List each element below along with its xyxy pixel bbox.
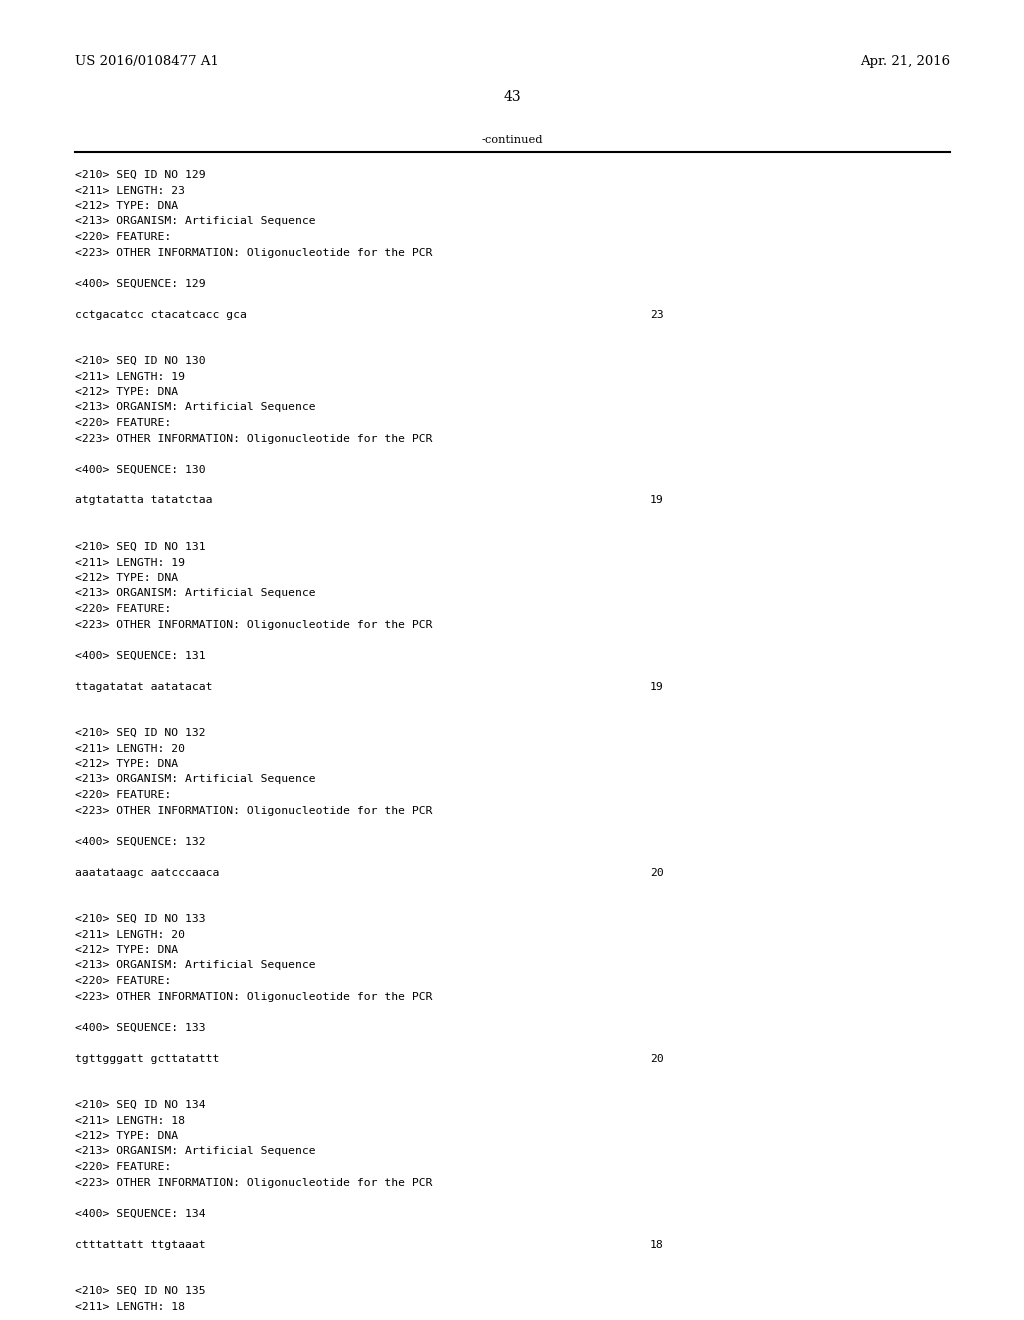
Text: <210> SEQ ID NO 133: <210> SEQ ID NO 133 [75, 913, 206, 924]
Text: US 2016/0108477 A1: US 2016/0108477 A1 [75, 55, 219, 69]
Text: <212> TYPE: DNA: <212> TYPE: DNA [75, 1131, 178, 1140]
Text: <210> SEQ ID NO 134: <210> SEQ ID NO 134 [75, 1100, 206, 1110]
Text: <223> OTHER INFORMATION: Oligonucleotide for the PCR: <223> OTHER INFORMATION: Oligonucleotide… [75, 1177, 432, 1188]
Text: 23: 23 [650, 309, 664, 319]
Text: tgttgggatt gcttatattt: tgttgggatt gcttatattt [75, 1053, 219, 1064]
Text: <223> OTHER INFORMATION: Oligonucleotide for the PCR: <223> OTHER INFORMATION: Oligonucleotide… [75, 991, 432, 1002]
Text: <220> FEATURE:: <220> FEATURE: [75, 605, 171, 614]
Text: <220> FEATURE:: <220> FEATURE: [75, 975, 171, 986]
Text: <220> FEATURE:: <220> FEATURE: [75, 789, 171, 800]
Text: <210> SEQ ID NO 135: <210> SEQ ID NO 135 [75, 1286, 206, 1296]
Text: atgtatatta tatatctaa: atgtatatta tatatctaa [75, 495, 213, 506]
Text: <211> LENGTH: 19: <211> LENGTH: 19 [75, 371, 185, 381]
Text: <211> LENGTH: 19: <211> LENGTH: 19 [75, 557, 185, 568]
Text: <211> LENGTH: 18: <211> LENGTH: 18 [75, 1302, 185, 1312]
Text: <223> OTHER INFORMATION: Oligonucleotide for the PCR: <223> OTHER INFORMATION: Oligonucleotide… [75, 433, 432, 444]
Text: <213> ORGANISM: Artificial Sequence: <213> ORGANISM: Artificial Sequence [75, 961, 315, 970]
Text: <400> SEQUENCE: 131: <400> SEQUENCE: 131 [75, 651, 206, 660]
Text: <212> TYPE: DNA: <212> TYPE: DNA [75, 759, 178, 770]
Text: 20: 20 [650, 1053, 664, 1064]
Text: <210> SEQ ID NO 129: <210> SEQ ID NO 129 [75, 170, 206, 180]
Text: <223> OTHER INFORMATION: Oligonucleotide for the PCR: <223> OTHER INFORMATION: Oligonucleotide… [75, 619, 432, 630]
Text: 19: 19 [650, 681, 664, 692]
Text: <220> FEATURE:: <220> FEATURE: [75, 418, 171, 428]
Text: <212> TYPE: DNA: <212> TYPE: DNA [75, 387, 178, 397]
Text: <211> LENGTH: 20: <211> LENGTH: 20 [75, 929, 185, 940]
Text: <400> SEQUENCE: 129: <400> SEQUENCE: 129 [75, 279, 206, 289]
Text: <213> ORGANISM: Artificial Sequence: <213> ORGANISM: Artificial Sequence [75, 589, 315, 598]
Text: <213> ORGANISM: Artificial Sequence: <213> ORGANISM: Artificial Sequence [75, 775, 315, 784]
Text: 43: 43 [503, 90, 521, 104]
Text: <213> ORGANISM: Artificial Sequence: <213> ORGANISM: Artificial Sequence [75, 216, 315, 227]
Text: 18: 18 [650, 1239, 664, 1250]
Text: <220> FEATURE:: <220> FEATURE: [75, 1162, 171, 1172]
Text: <213> ORGANISM: Artificial Sequence: <213> ORGANISM: Artificial Sequence [75, 1147, 315, 1156]
Text: <213> ORGANISM: Artificial Sequence: <213> ORGANISM: Artificial Sequence [75, 403, 315, 412]
Text: <400> SEQUENCE: 132: <400> SEQUENCE: 132 [75, 837, 206, 846]
Text: <400> SEQUENCE: 134: <400> SEQUENCE: 134 [75, 1209, 206, 1218]
Text: cctgacatcc ctacatcacc gca: cctgacatcc ctacatcacc gca [75, 309, 247, 319]
Text: aaatataagc aatcccaaca: aaatataagc aatcccaaca [75, 867, 219, 878]
Text: <211> LENGTH: 18: <211> LENGTH: 18 [75, 1115, 185, 1126]
Text: <212> TYPE: DNA: <212> TYPE: DNA [75, 201, 178, 211]
Text: <211> LENGTH: 23: <211> LENGTH: 23 [75, 186, 185, 195]
Text: 20: 20 [650, 867, 664, 878]
Text: <212> TYPE: DNA: <212> TYPE: DNA [75, 573, 178, 583]
Text: 19: 19 [650, 495, 664, 506]
Text: <210> SEQ ID NO 131: <210> SEQ ID NO 131 [75, 543, 206, 552]
Text: <400> SEQUENCE: 130: <400> SEQUENCE: 130 [75, 465, 206, 474]
Text: <212> TYPE: DNA: <212> TYPE: DNA [75, 945, 178, 954]
Text: Apr. 21, 2016: Apr. 21, 2016 [860, 55, 950, 69]
Text: ctttattatt ttgtaaat: ctttattatt ttgtaaat [75, 1239, 206, 1250]
Text: ttagatatat aatatacat: ttagatatat aatatacat [75, 681, 213, 692]
Text: <210> SEQ ID NO 130: <210> SEQ ID NO 130 [75, 356, 206, 366]
Text: <211> LENGTH: 20: <211> LENGTH: 20 [75, 743, 185, 754]
Text: <223> OTHER INFORMATION: Oligonucleotide for the PCR: <223> OTHER INFORMATION: Oligonucleotide… [75, 248, 432, 257]
Text: <220> FEATURE:: <220> FEATURE: [75, 232, 171, 242]
Text: <210> SEQ ID NO 132: <210> SEQ ID NO 132 [75, 729, 206, 738]
Text: <400> SEQUENCE: 133: <400> SEQUENCE: 133 [75, 1023, 206, 1032]
Text: <223> OTHER INFORMATION: Oligonucleotide for the PCR: <223> OTHER INFORMATION: Oligonucleotide… [75, 805, 432, 816]
Text: -continued: -continued [481, 135, 543, 145]
